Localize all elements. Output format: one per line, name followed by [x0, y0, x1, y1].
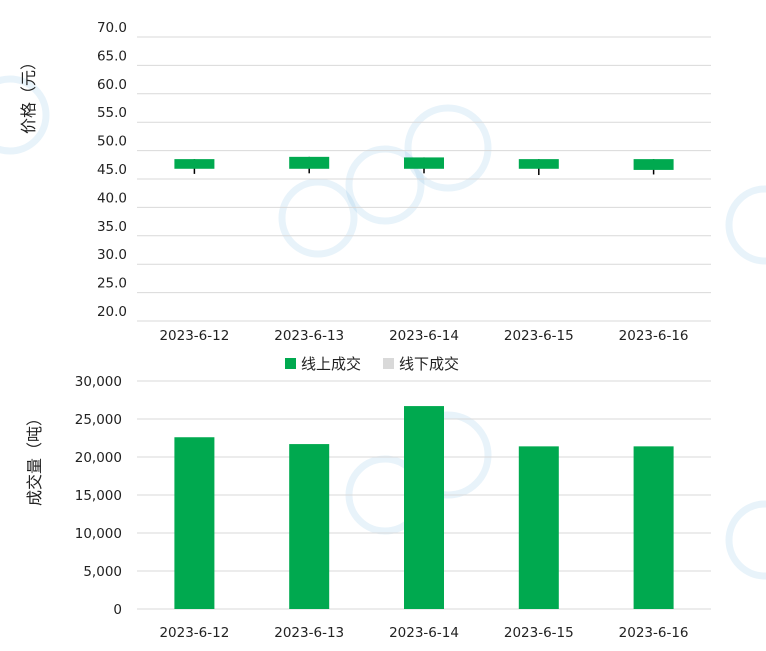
volume-x-tick-label: 2023-6-16: [619, 625, 689, 641]
price-y-tick-label: 45.0: [97, 162, 127, 178]
price-y-tick-label: 25.0: [97, 276, 127, 292]
price-x-tick-labels: 2023-6-12 2023-6-13 2023-6-14 2023-6-15 2023…: [159, 328, 688, 344]
volume-y-tick-label: 0: [113, 602, 122, 618]
volume-x-tick-label: 2023-6-13: [274, 625, 344, 641]
volume-x-tick-labels: 2023-6-12 2023-6-13 2023-6-14 2023-6-15 2023…: [159, 625, 688, 641]
price-candlestick-chart: 70.0 65.0 60.0 55.0 50.0 45.0 40.0 35.0 30.0 25.0…: [19, 20, 711, 344]
price-x-tick-label: 2023-6-12: [159, 328, 229, 344]
price-y-tick-labels: 70.0 65.0 60.0 55.0 50.0 45.0 40.0 35.0 30.0 25.0…: [97, 20, 127, 320]
price-y-tick-label: 55.0: [97, 105, 127, 121]
legend-label: 线上成交: [301, 355, 361, 373]
price-candle-body: [404, 157, 444, 169]
legend-label: 线下成交: [399, 355, 459, 373]
volume-y-tick-labels: 30,000 25,000 20,000 15,000 10,000 5,000 0: [75, 374, 122, 618]
price-x-tick-label: 2023-6-13: [274, 328, 344, 344]
price-y-tick-label: 30.0: [97, 247, 127, 263]
volume-x-tick-label: 2023-6-14: [389, 625, 459, 641]
volume-y-tick-label: 20,000: [75, 450, 122, 466]
price-y-tick-label: 50.0: [97, 134, 127, 150]
price-candle-body: [633, 159, 674, 170]
volume-bars: [174, 406, 674, 609]
volume-x-tick-label: 2023-6-15: [504, 625, 574, 641]
price-y-tick-label: 70.0: [97, 20, 127, 36]
price-candle-body: [518, 159, 559, 169]
price-y-tick-label: 40.0: [97, 190, 127, 206]
price-x-tick-label: 2023-6-15: [504, 328, 574, 344]
price-candle-body: [289, 156, 330, 169]
price-gridlines: [137, 36, 711, 322]
price-y-tick-label: 20.0: [97, 304, 127, 320]
volume-y-tick-label: 10,000: [75, 526, 122, 542]
price-candles: [174, 156, 674, 176]
volume-bar: [518, 446, 559, 609]
volume-y-axis-title: 成交量（吨）: [25, 410, 44, 506]
volume-y-tick-label: 25,000: [75, 412, 122, 428]
legend-swatch: [285, 358, 296, 369]
volume-bar: [404, 406, 444, 609]
price-x-tick-label: 2023-6-16: [619, 328, 689, 344]
price-y-tick-label: 60.0: [97, 77, 127, 93]
volume-y-tick-label: 15,000: [75, 488, 122, 504]
volume-x-tick-label: 2023-6-12: [159, 625, 229, 641]
legend-swatch: [383, 358, 394, 369]
volume-y-tick-label: 5,000: [83, 564, 122, 580]
volume-bar: [289, 444, 330, 609]
legend: 线上成交 线下成交: [285, 355, 459, 373]
price-x-tick-label: 2023-6-14: [389, 328, 459, 344]
volume-bar-chart: 线上成交 线下成交 30,000 25,000 20,000 15,000 10,000 5…: [25, 355, 711, 641]
price-y-axis-title: 价格（元）: [19, 54, 38, 134]
volume-bar: [633, 446, 674, 609]
volume-bar: [174, 437, 215, 609]
volume-y-tick-label: 30,000: [75, 374, 122, 390]
price-y-tick-label: 35.0: [97, 219, 127, 235]
price-candle-body: [174, 159, 215, 169]
price-y-tick-label: 65.0: [97, 48, 127, 64]
